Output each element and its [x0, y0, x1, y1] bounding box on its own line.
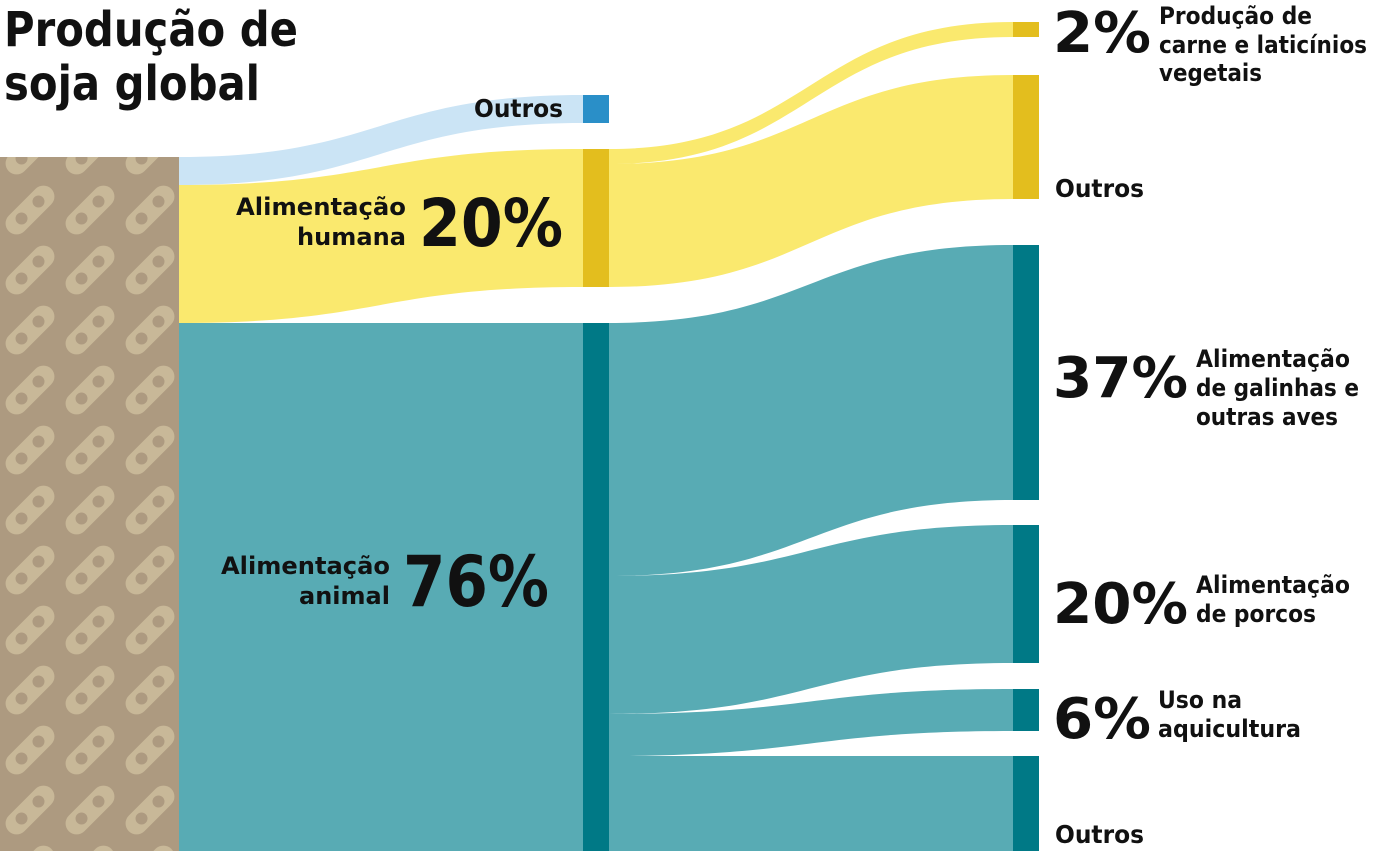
- plant-based-label-line-1: Produção de: [1159, 2, 1312, 30]
- human-food-percent: 20%: [419, 185, 563, 262]
- feed-other-label: Outros: [1055, 820, 1144, 849]
- poultry-label-line-2: de galinhas e: [1196, 374, 1359, 402]
- animal-feed-label-line-2: animal: [299, 582, 390, 610]
- other-uses-node-bar: [583, 95, 609, 123]
- aquaculture-percent: 6%: [1053, 687, 1151, 752]
- plant-based-label-line-2: carne e laticínios: [1159, 31, 1367, 59]
- pigs-node-bar: [1013, 525, 1039, 663]
- human-food-node-bar: [583, 149, 609, 287]
- flow-to-animal-feed: [179, 323, 583, 851]
- flow-to-other-uses: [179, 95, 583, 185]
- flow-to-plant-based-products: [609, 22, 1013, 164]
- title-line-2: soja global: [4, 56, 260, 112]
- food-other-label: Outros: [1055, 174, 1144, 203]
- title-line-1: Produção de: [4, 2, 298, 58]
- animal-feed-node-bar: [583, 323, 609, 851]
- feed-other-node-bar: [1013, 756, 1039, 851]
- plant-based-percent: 2%: [1053, 1, 1151, 66]
- soy-source-block: [0, 157, 179, 851]
- flow-to-feed-other: [609, 756, 1013, 851]
- aquaculture-node-bar: [1013, 689, 1039, 731]
- poultry-percent: 37%: [1053, 346, 1188, 411]
- plant-based-node-bar: [1013, 22, 1039, 37]
- other-uses-label: Outros: [474, 94, 563, 123]
- animal-feed-label-line-1: Alimentação: [221, 552, 390, 580]
- poultry-label-line-1: Alimentação: [1196, 345, 1350, 373]
- poultry-node-bar: [1013, 245, 1039, 500]
- plant-based-label-line-3: vegetais: [1159, 59, 1262, 87]
- flow-to-pig-feed: [609, 525, 1013, 714]
- flow-to-food-other: [609, 75, 1013, 287]
- food-other-node-bar: [1013, 75, 1039, 199]
- aquaculture-label-line-2: aquicultura: [1158, 715, 1301, 743]
- aquaculture-label-line-1: Uso na: [1158, 686, 1242, 714]
- human-food-label-line-2: humana: [297, 223, 406, 251]
- animal-feed-percent: 76%: [403, 541, 549, 623]
- flow-to-human-food: [179, 149, 583, 323]
- pigs-percent: 20%: [1053, 572, 1188, 637]
- pigs-label-line-1: Alimentação: [1196, 571, 1350, 599]
- pigs-label-line-2: de porcos: [1196, 600, 1316, 628]
- poultry-label-line-3: outras aves: [1196, 403, 1338, 431]
- human-food-label-line-1: Alimentação: [236, 193, 406, 221]
- flow-to-aquaculture: [609, 689, 1013, 756]
- flow-to-poultry-feed: [609, 245, 1013, 576]
